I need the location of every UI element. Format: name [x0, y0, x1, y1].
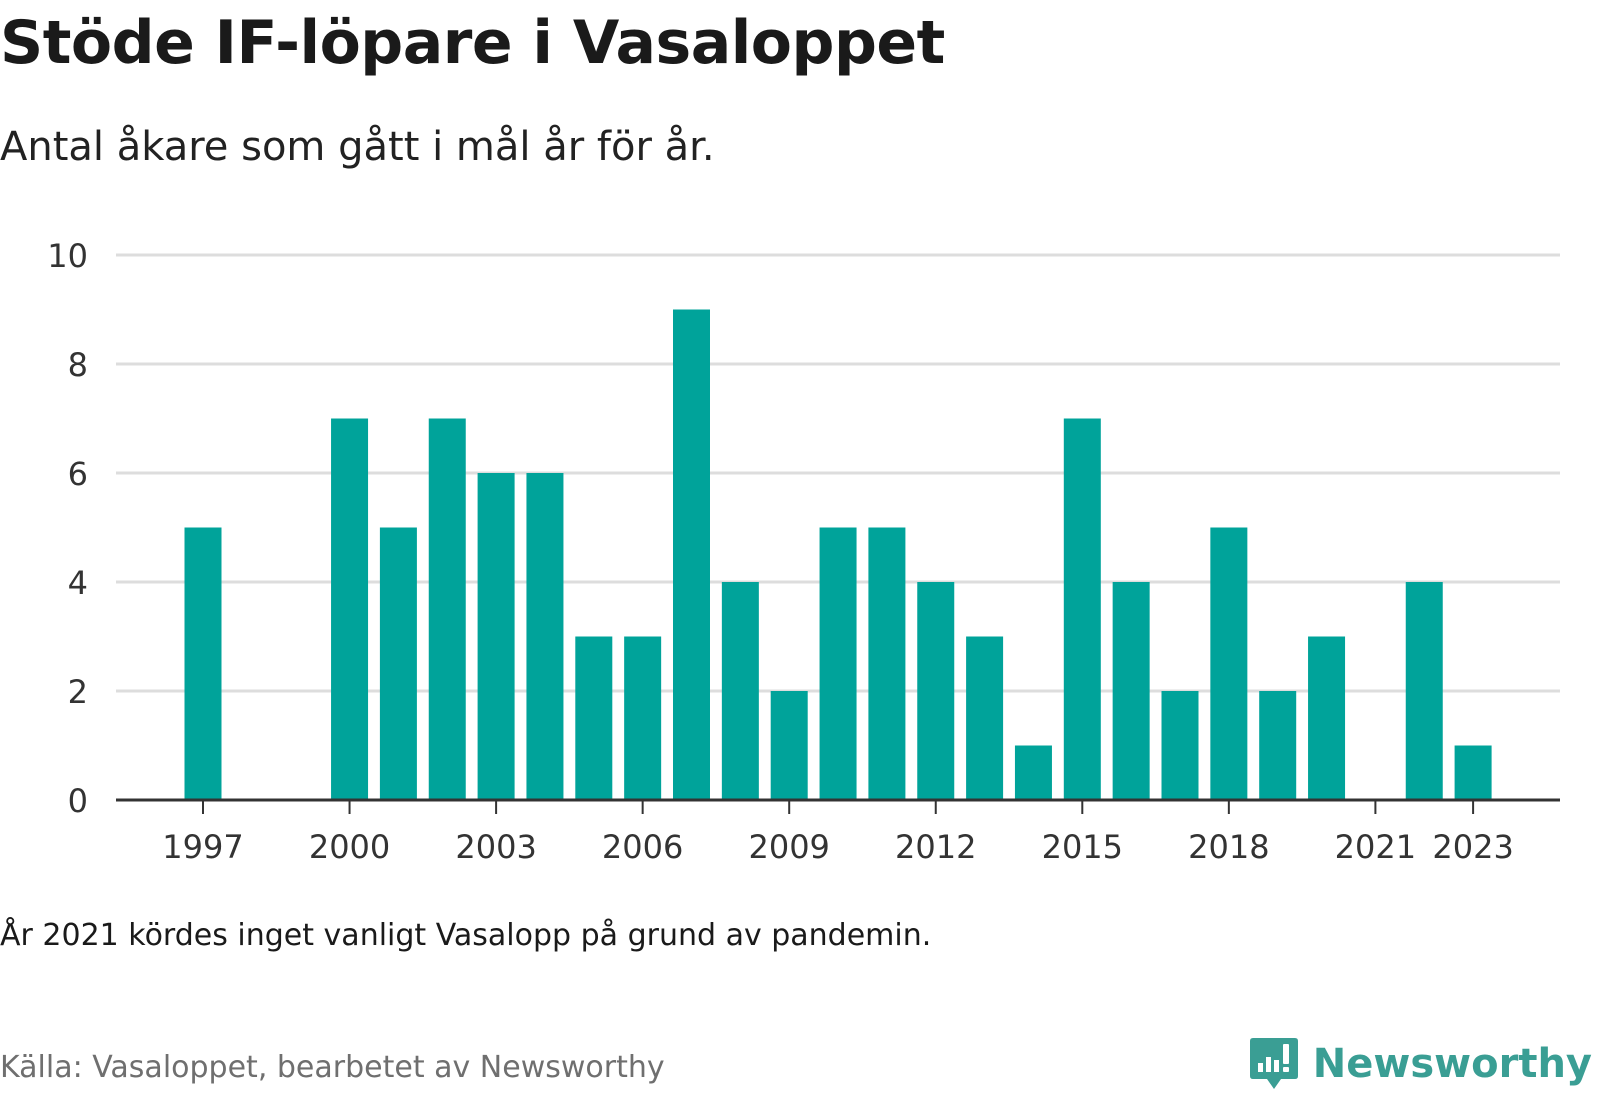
y-tick-label-0: 0: [68, 782, 88, 820]
brand-logo[interactable]: Newsworthy: [1249, 1036, 1592, 1092]
y-tick-label-6: 6: [68, 455, 88, 493]
bar-2006: [624, 636, 662, 800]
y-tick-label-4: 4: [68, 564, 88, 602]
chart-note: År 2021 kördes inget vanligt Vasalopp på…: [0, 918, 932, 953]
bar-2011: [868, 527, 906, 800]
bar-2000: [331, 418, 369, 800]
y-tick-label-8: 8: [68, 346, 88, 384]
bar-2001: [379, 527, 417, 800]
newsworthy-logo-icon: [1249, 1038, 1298, 1089]
bar-2023: [1454, 745, 1492, 800]
x-tick-label-2009: 2009: [748, 828, 829, 860]
x-tick-label-2003: 2003: [455, 828, 536, 860]
x-tick-label-1997: 1997: [162, 828, 243, 860]
bar-2005: [575, 636, 613, 800]
bar-2016: [1112, 582, 1150, 800]
chart-title: Stöde IF-löpare i Vasaloppet: [0, 8, 945, 78]
bar-2015: [1063, 418, 1101, 800]
bar-2002: [428, 418, 466, 800]
bar-2017: [1161, 691, 1199, 800]
x-tick-label-2018: 2018: [1188, 828, 1269, 860]
bar-2022: [1405, 582, 1443, 800]
bar-2003: [477, 473, 515, 800]
bar-2018: [1210, 527, 1248, 800]
x-tick-label-2000: 2000: [309, 828, 390, 860]
bar-2014: [1014, 745, 1052, 800]
source-text: Källa: Vasaloppet, bearbetet av Newswort…: [0, 1050, 665, 1085]
bar-2012: [917, 582, 955, 800]
bar-2007: [673, 309, 710, 800]
x-tick-label-2006: 2006: [602, 828, 683, 860]
bar-2009: [770, 691, 808, 800]
brand-name: Newsworthy: [1312, 1041, 1592, 1087]
bar-1997: [184, 527, 222, 800]
bar-2008: [721, 582, 759, 800]
x-tick-label-2021: 2021: [1335, 828, 1416, 860]
bar-2013: [966, 636, 1004, 800]
y-tick-label-10: 10: [47, 237, 88, 275]
chart-subtitle: Antal åkare som gått i mål år för år.: [0, 124, 715, 170]
x-tick-label-2012: 2012: [895, 828, 976, 860]
y-tick-label-2: 2: [68, 673, 88, 711]
bar-2019: [1259, 691, 1297, 800]
bar-2010: [819, 527, 857, 800]
bar-chart: 0 2 4 6 8 10 1997 2000 2003 2006 2009 2012 2015 2018 2…: [47, 237, 1560, 860]
bar-2004: [526, 473, 564, 800]
x-tick-label-2023: 2023: [1432, 828, 1513, 860]
x-tick-label-2015: 2015: [1042, 828, 1123, 860]
bar-2020: [1308, 636, 1346, 800]
